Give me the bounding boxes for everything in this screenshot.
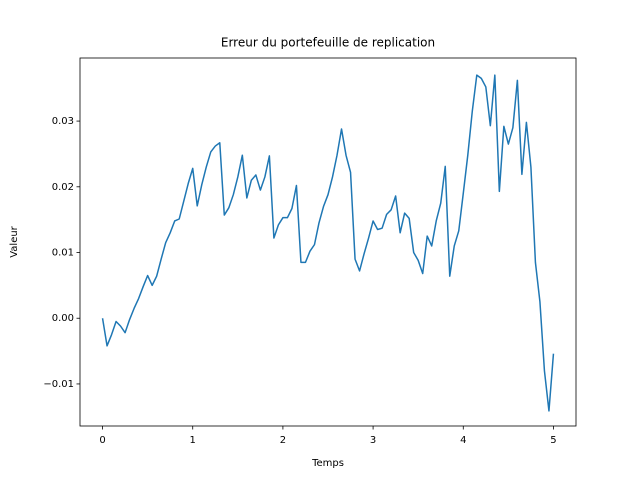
x-tick-label: 5 bbox=[550, 435, 556, 446]
y-axis-label: Valeur bbox=[9, 225, 20, 257]
x-tick-label: 0 bbox=[99, 435, 105, 446]
x-tick-label: 4 bbox=[460, 435, 466, 446]
x-tick-label: 3 bbox=[370, 435, 376, 446]
y-tick-label: 0.01 bbox=[52, 248, 74, 259]
y-tick-label: 0.03 bbox=[52, 116, 74, 127]
x-tick-label: 2 bbox=[280, 435, 286, 446]
plot-frame bbox=[79, 57, 577, 427]
chart-title: Erreur du portefeuille de replication bbox=[221, 36, 435, 50]
line-series bbox=[101, 74, 555, 412]
y-tick-label: 0.00 bbox=[52, 313, 74, 324]
x-axis-label: Temps bbox=[311, 458, 344, 469]
x-tick-label: 1 bbox=[190, 435, 196, 446]
y-tick-label: 0.02 bbox=[52, 182, 74, 193]
y-tick-label: −0.01 bbox=[43, 379, 74, 390]
